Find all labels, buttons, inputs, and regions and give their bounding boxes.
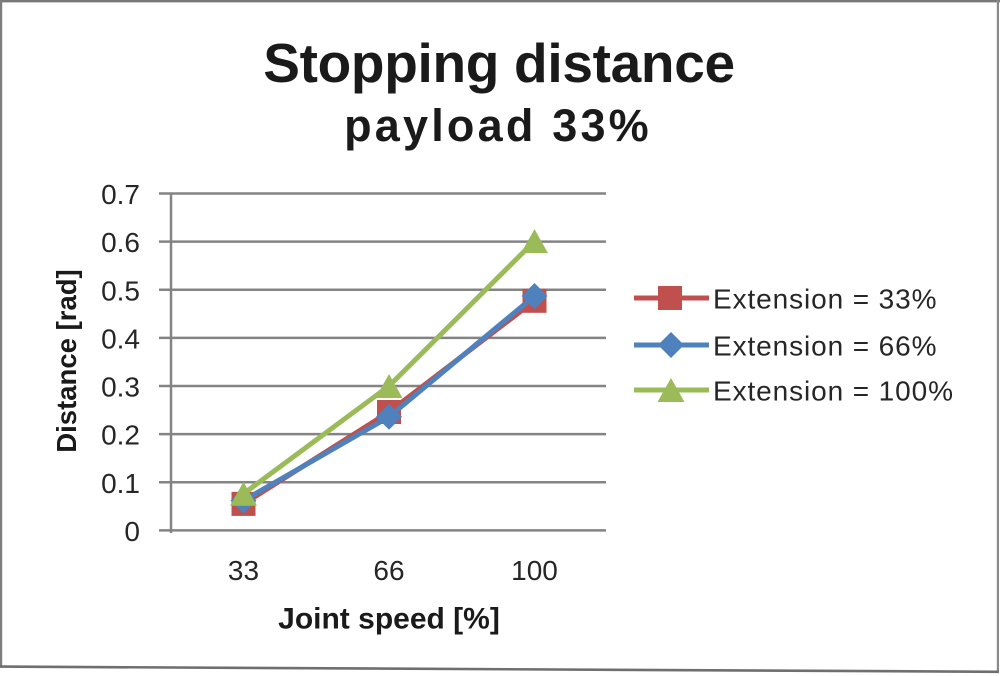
svg-text:0.1: 0.1 [101, 468, 140, 499]
svg-text:66: 66 [373, 555, 404, 586]
svg-text:0.3: 0.3 [101, 372, 140, 403]
svg-text:0.7: 0.7 [101, 179, 140, 210]
svg-text:0.2: 0.2 [101, 420, 140, 451]
svg-text:Distance [rad]: Distance [rad] [51, 269, 82, 452]
svg-text:payload 33%: payload 33% [344, 100, 652, 151]
svg-text:0.4: 0.4 [101, 323, 140, 354]
svg-text:0.6: 0.6 [101, 227, 140, 258]
svg-text:Joint speed [%]: Joint speed [%] [278, 603, 500, 636]
svg-text:Extension = 100%: Extension = 100% [713, 376, 954, 407]
svg-text:Stopping distance: Stopping distance [263, 32, 735, 94]
svg-text:0: 0 [124, 516, 140, 547]
svg-text:100: 100 [511, 555, 558, 586]
svg-text:0.5: 0.5 [101, 275, 140, 306]
svg-text:Extension = 33%: Extension = 33% [713, 284, 937, 315]
svg-text:Extension = 66%: Extension = 66% [713, 331, 937, 362]
svg-text:33: 33 [228, 555, 259, 586]
